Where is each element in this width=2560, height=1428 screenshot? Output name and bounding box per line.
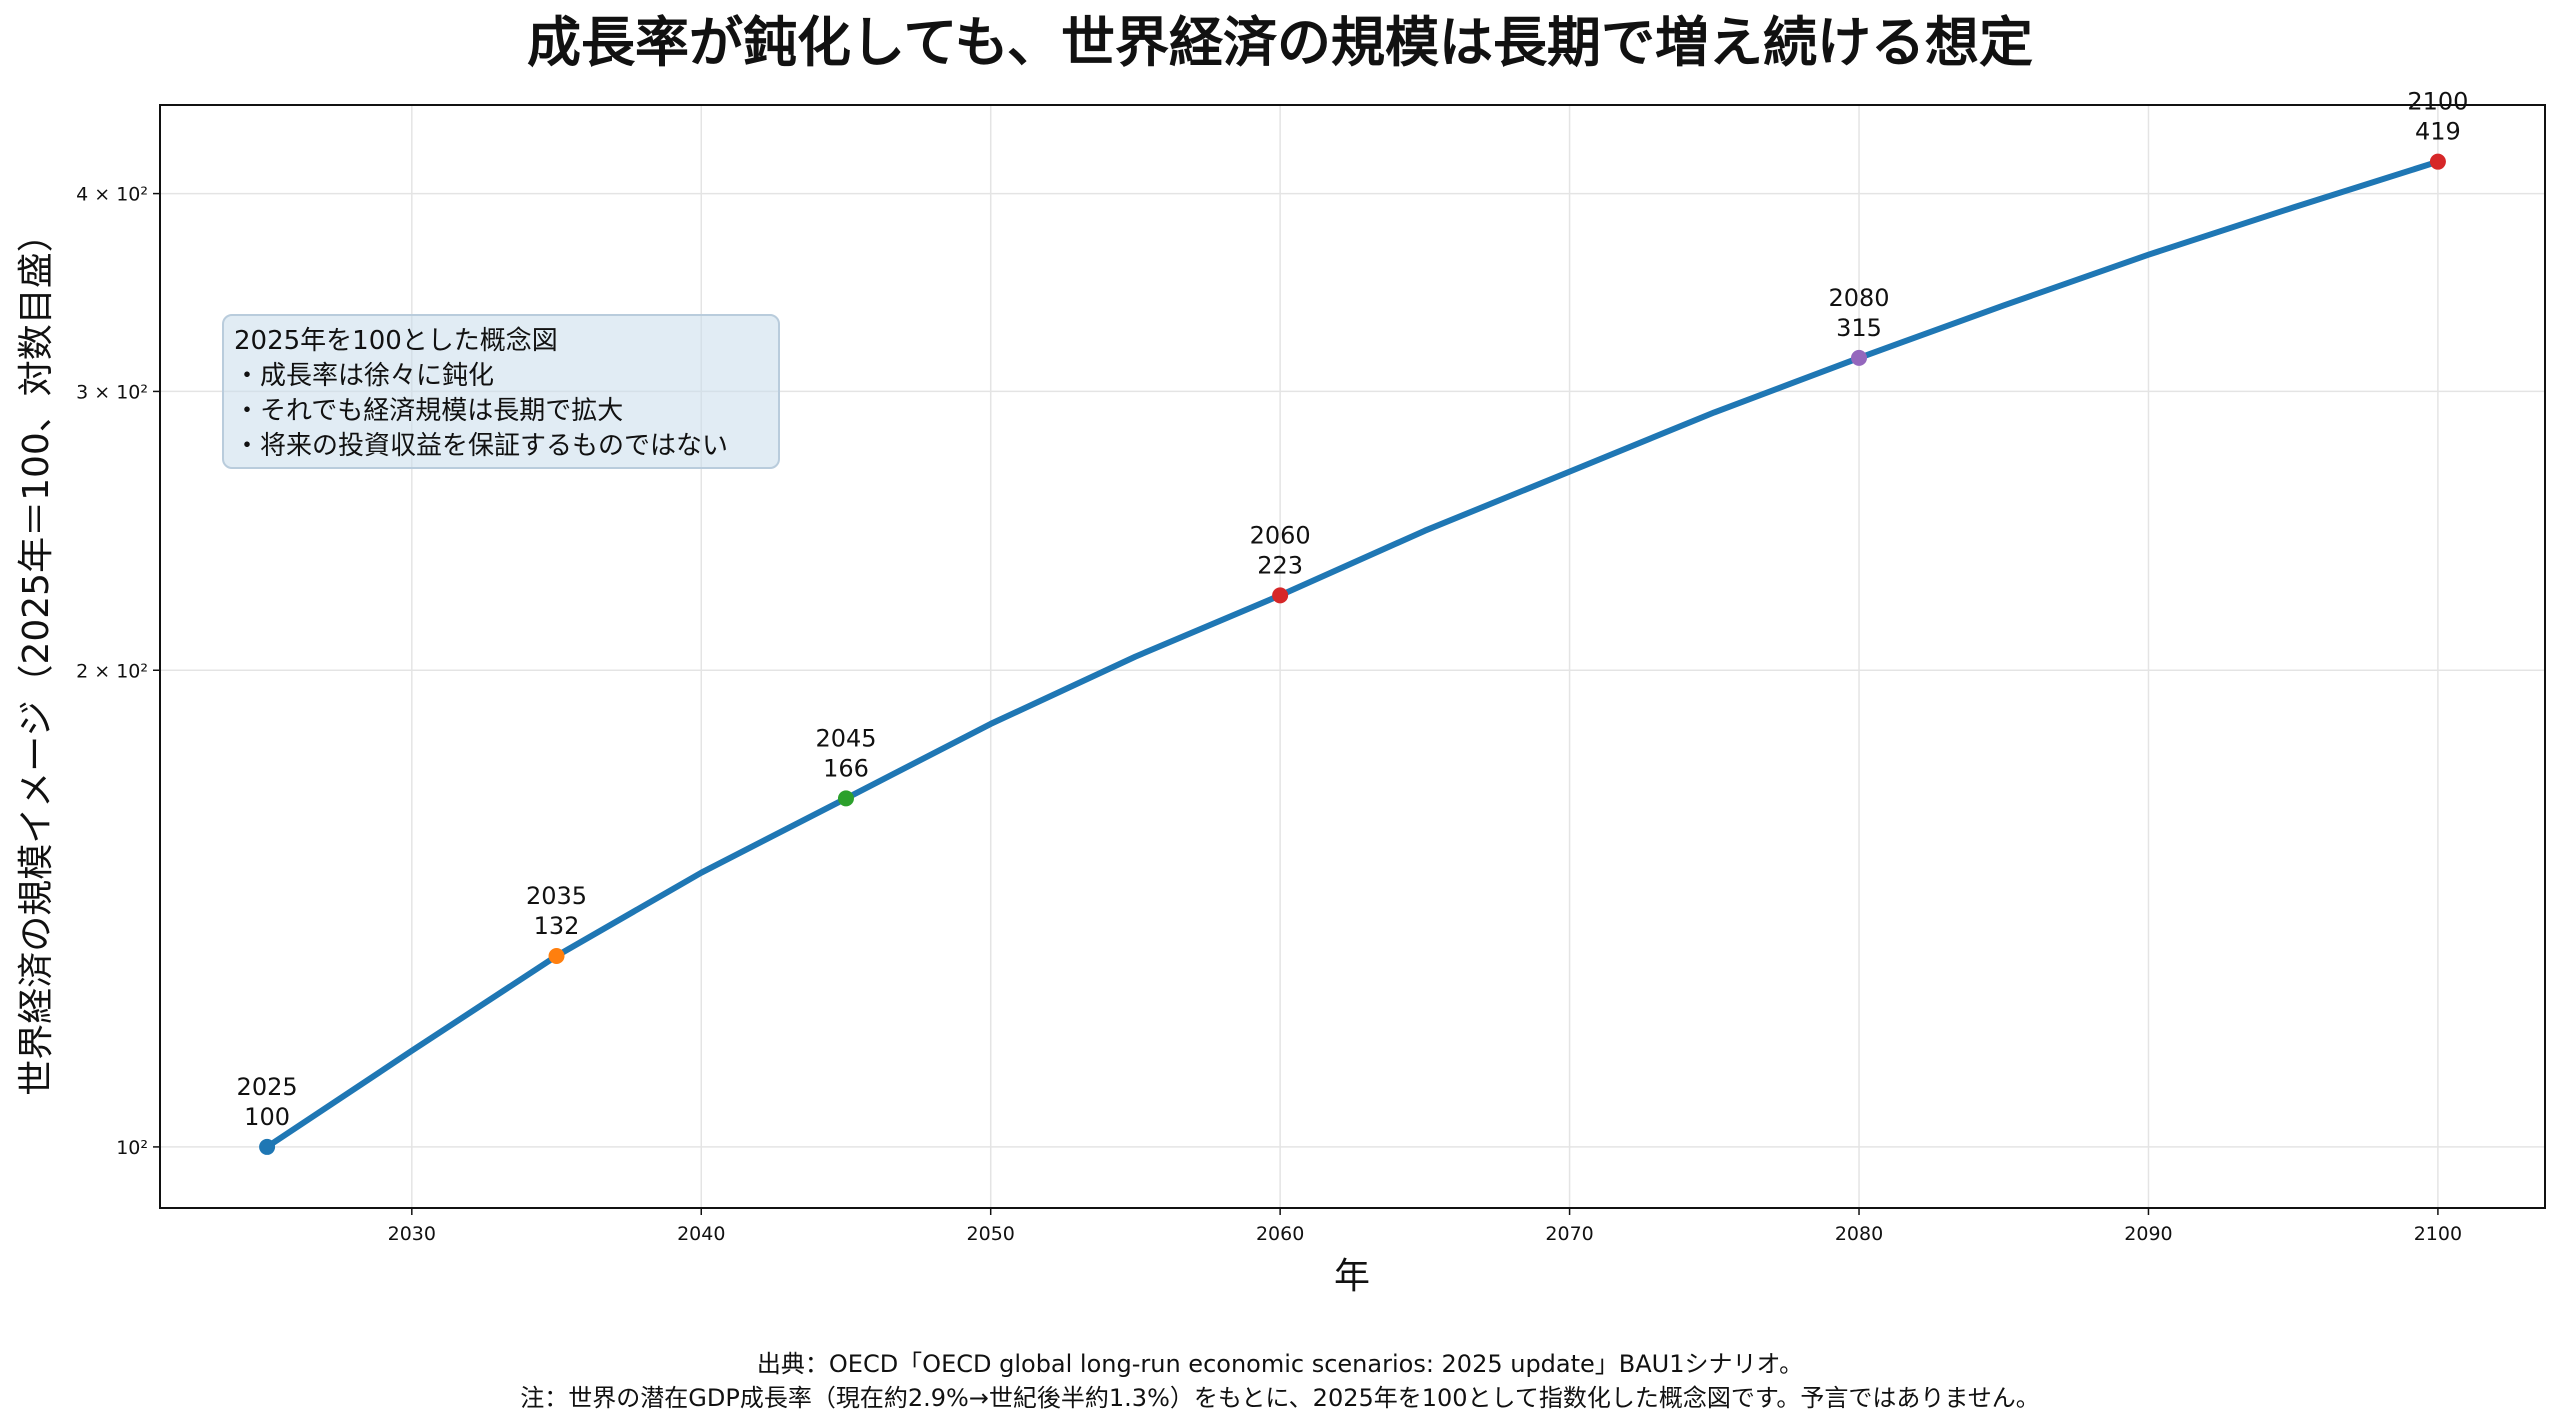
x-tick-label: 2070 [1545, 1223, 1593, 1245]
data-label-year: 2080 [1828, 284, 1889, 312]
source-line: 出典：OECD「OECD global long-run economic sc… [756, 1350, 1804, 1378]
data-point [548, 947, 565, 964]
data-label-value: 166 [823, 754, 869, 782]
chart-title: 成長率が鈍化しても、世界経済の規模は長期で増え続ける想定 [526, 11, 2034, 74]
source-note: 出典：OECD「OECD global long-run economic sc… [0, 1347, 2560, 1415]
note-line: ・将来の投資収益を保証するものではない [234, 431, 729, 461]
x-tick-label: 2040 [677, 1223, 725, 1245]
note-line: ・成長率は徐々に鈍化 [234, 361, 495, 391]
data-point [2429, 153, 2446, 170]
note-box: 2025年を100とした概念図 ・成長率は徐々に鈍化 ・それでも経済規模は長期で… [222, 314, 780, 469]
x-tick-label: 2090 [2124, 1223, 2172, 1245]
data-label-value: 315 [1836, 314, 1882, 342]
x-tick-label: 2100 [2414, 1223, 2462, 1245]
note-line: 注：世界の潜在GDP成長率（現在約2.9%→世紀後半約1.3%）をもとに、202… [520, 1384, 2040, 1412]
x-tick-label: 2030 [388, 1223, 436, 1245]
x-tick-label: 2080 [1835, 1223, 1883, 1245]
data-label-value: 223 [1257, 551, 1303, 579]
y-tick-label: 2 × 10² [76, 660, 148, 682]
note-line: ・それでも経済規模は長期で拡大 [234, 396, 624, 426]
y-axis-label: 世界経済の規模イメージ（2025年＝100、対数目盛） [16, 216, 57, 1096]
y-tick-label: 10² [116, 1137, 148, 1159]
data-label-year: 2060 [1250, 521, 1311, 549]
x-tick-label: 2050 [967, 1223, 1015, 1245]
grid-lines [160, 105, 2545, 1208]
data-label-year: 2035 [526, 882, 587, 910]
data-point [837, 790, 854, 807]
plot-frame [159, 104, 2546, 1209]
axis-ticks: 2030 2040 2050 2060 2070 2080 2090 2100 10² 2 × 1… [76, 184, 2462, 1245]
data-label-year: 2025 [237, 1073, 298, 1101]
data-point [1272, 587, 1289, 604]
series-line [264, 158, 2441, 1150]
data-point [1851, 349, 1868, 366]
data-point [259, 1138, 276, 1155]
data-label-year: 2100 [2407, 88, 2468, 116]
x-tick-label: 2060 [1256, 1223, 1304, 1245]
data-label-year: 2045 [815, 724, 876, 752]
x-axis-label: 年 [1334, 1256, 1370, 1297]
note-line: 2025年を100とした概念図 [234, 326, 558, 356]
y-tick-label: 4 × 10² [76, 184, 148, 206]
data-label-value: 100 [244, 1103, 290, 1131]
data-label-value: 419 [2415, 118, 2461, 146]
y-tick-label: 3 × 10² [76, 381, 148, 403]
data-label-value: 132 [534, 912, 580, 940]
